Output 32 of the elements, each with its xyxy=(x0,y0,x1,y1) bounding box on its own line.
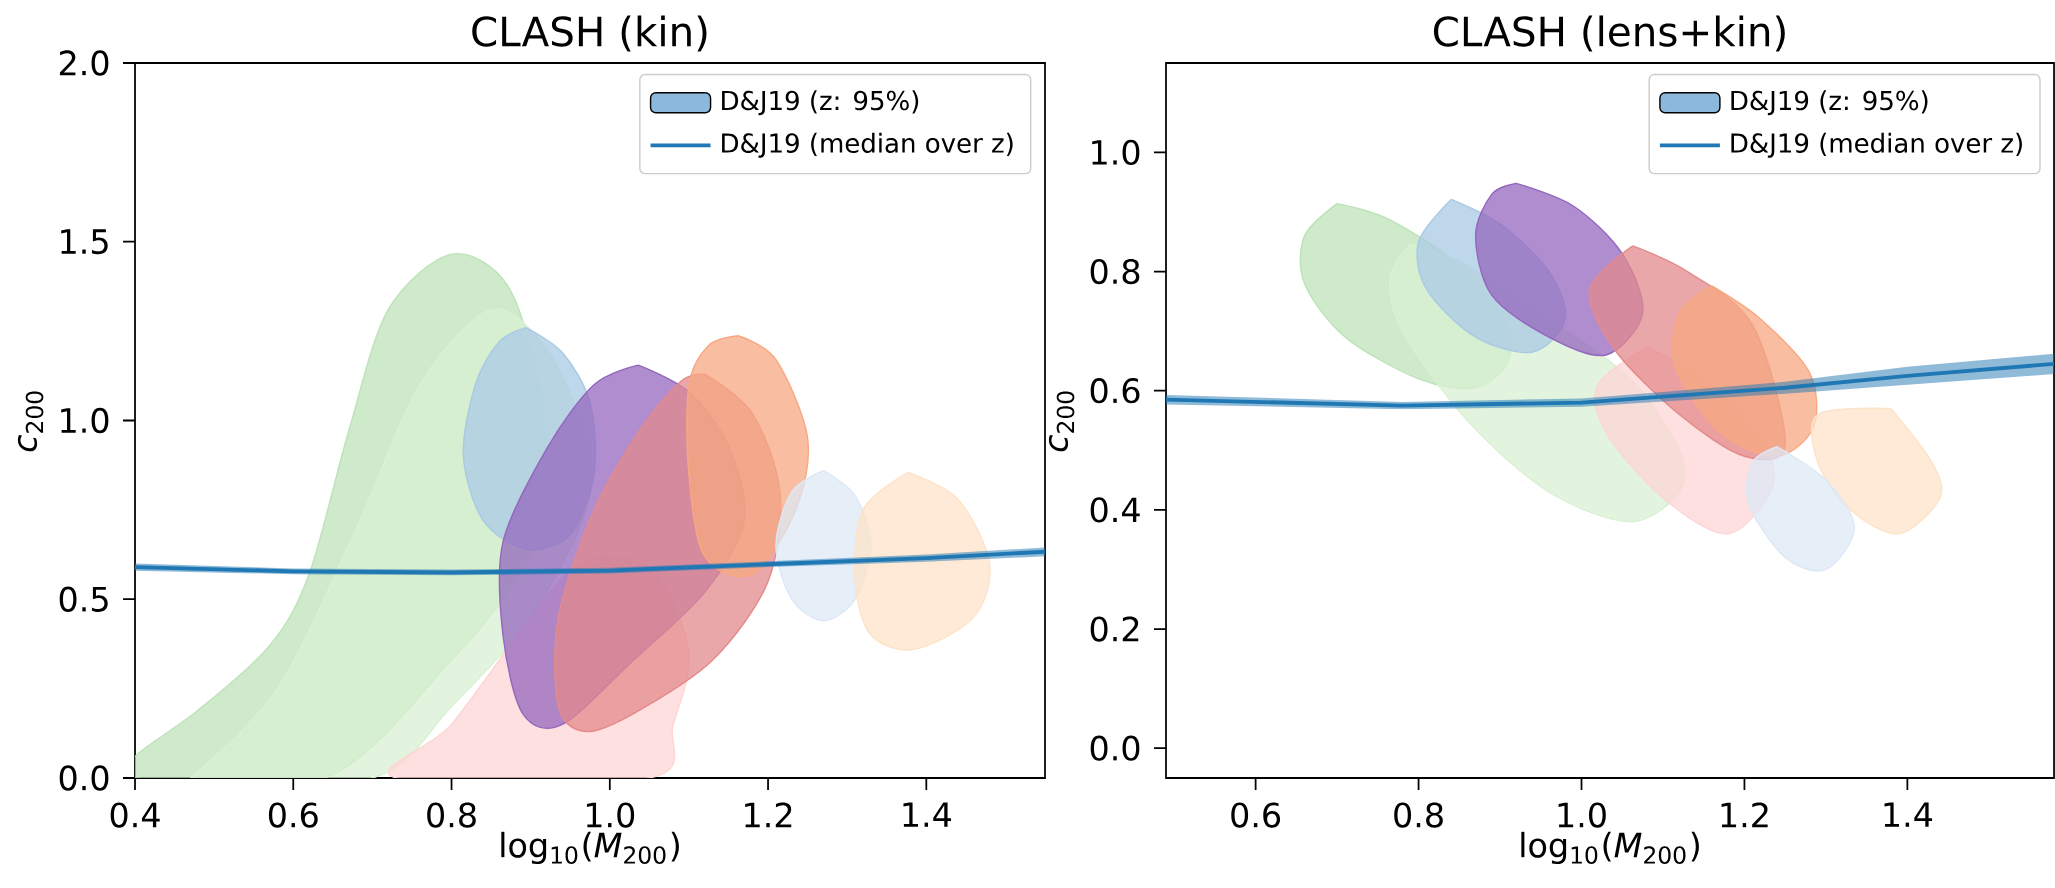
legend-label: D&J19 (z: 95%) xyxy=(722,90,919,116)
x-tick-label: 1.4 xyxy=(903,802,952,827)
legend-label: D&J19 (median over z) xyxy=(1731,132,2022,158)
y-tick-label: 0.6 xyxy=(1090,378,1140,404)
y-tick-label: 0.4 xyxy=(1090,497,1140,523)
y-tick-label: 0.8 xyxy=(1090,258,1140,285)
x-tick-label: 1.2 xyxy=(745,802,792,828)
x-tick-label: 0.4 xyxy=(110,802,160,828)
x-tick-label: 1.4 xyxy=(1884,802,1933,827)
y-tick-label: 1.0 xyxy=(1092,139,1140,166)
chart-title: CLASH (kin) xyxy=(472,15,707,52)
y-axis-title: c$_{200}$ xyxy=(1048,391,1075,452)
y-tick-label: 0.2 xyxy=(1090,616,1139,642)
y-tick-label: 1.0 xyxy=(61,407,109,434)
legend-label: D&J19 (median over z) xyxy=(722,132,1013,158)
y-axis-title: c$_{200}$ xyxy=(17,391,44,452)
y-tick-label: 1.5 xyxy=(61,229,108,255)
legend-label: D&J19 (z: 95%) xyxy=(1731,90,1928,116)
y-tick-label: 0.0 xyxy=(1090,735,1140,761)
y-tick-label: 0.5 xyxy=(59,586,108,612)
x-axis-title: log$_{10}$(M$_{200}$) xyxy=(1521,831,1699,865)
x-tick-label: 1.2 xyxy=(1721,802,1768,828)
x-tick-label: 0.8 xyxy=(427,802,476,828)
x-tick-label: 0.8 xyxy=(1394,802,1443,828)
y-tick-label: 0.0 xyxy=(59,765,109,791)
chart-title: CLASH (lens+kin) xyxy=(1433,15,1785,52)
x-axis-title: log$_{10}$(M$_{200}$) xyxy=(501,831,679,865)
x-tick-label: 1.0 xyxy=(1558,802,1606,828)
x-tick-label: 0.6 xyxy=(1231,802,1281,828)
x-tick-label: 1.0 xyxy=(586,802,635,828)
x-tick-label: 0.6 xyxy=(268,802,318,828)
y-tick-label: 2.0 xyxy=(59,50,109,76)
